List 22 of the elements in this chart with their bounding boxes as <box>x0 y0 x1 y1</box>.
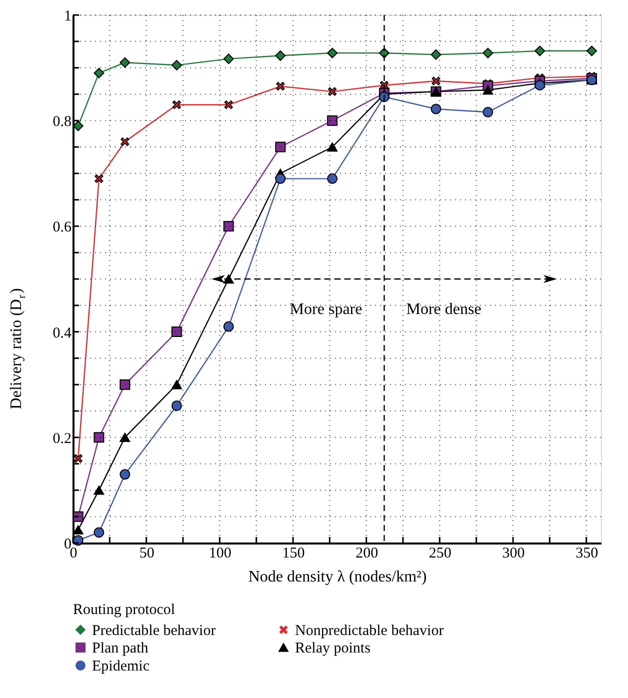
legend-title: Routing protocol <box>73 602 176 618</box>
annotation: More dense <box>406 301 482 318</box>
x-tick-label: 100 <box>208 546 232 562</box>
y-tick-label: 1 <box>64 8 72 24</box>
x-tick-label: 50 <box>139 546 154 562</box>
legend-label: Plan path <box>92 640 149 656</box>
y-tick-label: 0.6 <box>52 220 72 236</box>
x-tick-label: 200 <box>356 546 378 562</box>
x-tick-label: 250 <box>428 546 452 562</box>
x-tick-label: 300 <box>502 546 525 562</box>
x-axis-title: Node density λ (nodes/km²) <box>248 568 427 586</box>
x-tick-label: 150 <box>282 546 305 562</box>
legend-label: Nonpredictable behavior <box>295 622 444 639</box>
annotation: More spare <box>290 301 362 318</box>
legend-label: Predictable behavior <box>92 622 216 639</box>
y-axis-title: Delivery ratio (Dr) <box>8 288 28 410</box>
y-tick-label: 0.8 <box>52 114 72 130</box>
legend-label: Epidemic <box>92 658 150 674</box>
y-tick-label: 0.4 <box>52 325 72 342</box>
legend-label: Relay points <box>295 640 371 656</box>
x-tick-label: 350 <box>576 546 598 562</box>
y-tick-label: 0.2 <box>52 430 72 447</box>
